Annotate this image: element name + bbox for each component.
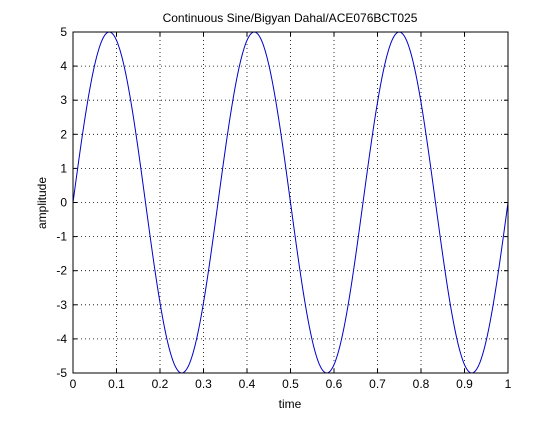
y-tick-labels: 5 4 3 2 1 0 -1 -2 -3 -4 -5 bbox=[56, 25, 67, 380]
x-tick-label: 0.2 bbox=[152, 377, 169, 391]
y-tick-label: -5 bbox=[56, 366, 67, 380]
x-tick-label: 1 bbox=[505, 377, 512, 391]
x-tick-label: 0.5 bbox=[282, 377, 299, 391]
x-tick-label: 0.6 bbox=[326, 377, 343, 391]
series-layer bbox=[72, 31, 509, 374]
x-tick-label: 0.3 bbox=[195, 377, 212, 391]
y-tick-label: 2 bbox=[60, 127, 67, 141]
grid bbox=[73, 32, 508, 373]
ticks bbox=[72, 31, 509, 374]
y-tick-label: 5 bbox=[60, 25, 67, 39]
y-tick-label: -2 bbox=[56, 264, 67, 278]
sine-series-line bbox=[72, 31, 509, 374]
y-tick-label: 3 bbox=[60, 93, 67, 107]
x-axis-label: time bbox=[279, 397, 302, 411]
chart-title: Continuous Sine/Bigyan Dahal/ACE076BCT02… bbox=[163, 11, 418, 25]
y-tick-label: -3 bbox=[56, 298, 67, 312]
y-tick-label: 4 bbox=[60, 59, 67, 73]
x-tick-label: 0.1 bbox=[108, 377, 125, 391]
y-tick-label: -4 bbox=[56, 332, 67, 346]
y-tick-label: 0 bbox=[60, 196, 67, 210]
x-tick-label: 0.4 bbox=[239, 377, 256, 391]
x-tick-label: 0 bbox=[70, 377, 77, 391]
x-tick-label: 0.8 bbox=[413, 377, 430, 391]
y-axis-label: amplitude bbox=[35, 177, 49, 229]
x-tick-label: 0.7 bbox=[369, 377, 386, 391]
x-tick-labels: 0 0.1 0.2 0.3 0.4 0.5 0.6 0.7 0.8 0.9 1 bbox=[70, 377, 512, 391]
y-tick-label: -1 bbox=[56, 230, 67, 244]
y-tick-label: 1 bbox=[60, 161, 67, 175]
x-tick-label: 0.9 bbox=[456, 377, 473, 391]
